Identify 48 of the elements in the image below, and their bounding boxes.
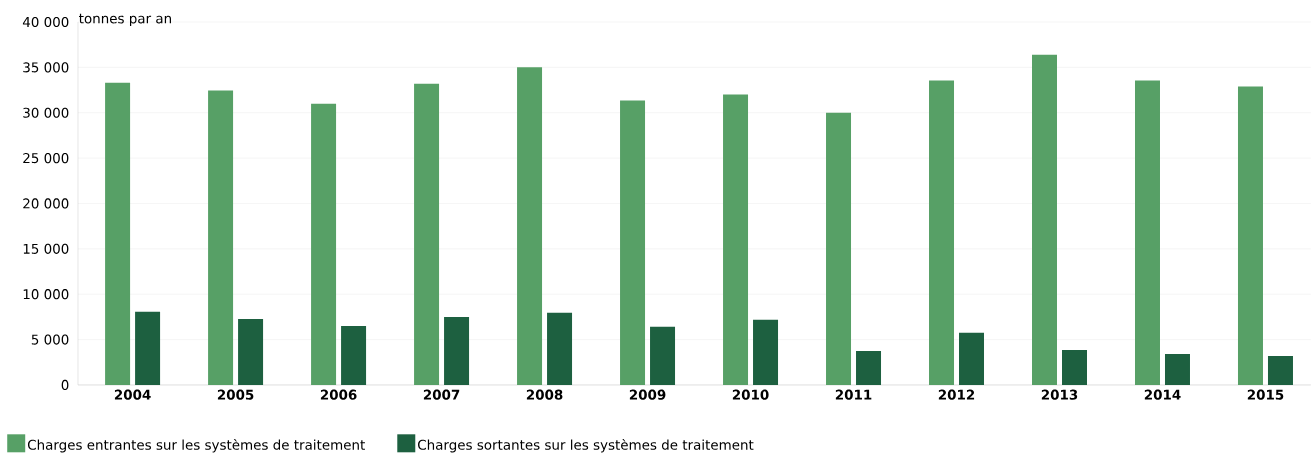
bar <box>959 333 985 386</box>
legend-label: Charges entrantes sur les systèmes de traitement <box>27 439 365 453</box>
y-tick-label: 0 <box>61 380 69 391</box>
x-tick-label: 2015 <box>1247 389 1284 400</box>
bar <box>1237 86 1263 386</box>
bar <box>650 327 676 386</box>
x-tick-label: 2005 <box>217 389 254 400</box>
bar <box>311 103 337 386</box>
bar <box>1062 350 1087 386</box>
y-tick-label: 15 000 <box>23 243 69 255</box>
x-tick-label: 2011 <box>835 389 872 400</box>
x-tick-label: 2014 <box>1144 389 1181 400</box>
x-tick-label: 2009 <box>629 389 666 400</box>
x-tick-label: 2008 <box>526 389 563 400</box>
bar <box>826 112 852 386</box>
y-tick-label: 40 000 <box>22 17 69 28</box>
bar <box>929 80 955 386</box>
bar <box>547 312 573 386</box>
bar <box>238 319 264 386</box>
y-tick-label: 20 000 <box>23 198 69 209</box>
y-tick-label: 30 000 <box>23 107 69 118</box>
bar <box>1032 54 1057 386</box>
bar <box>105 82 131 386</box>
bar <box>135 311 161 386</box>
bar <box>620 100 646 386</box>
x-tick-label: 2013 <box>1041 389 1078 400</box>
bar <box>723 94 749 386</box>
bar <box>1164 354 1190 386</box>
y-tick-label: 5 000 <box>31 334 69 345</box>
x-tick-label: 2010 <box>732 389 769 400</box>
bar <box>444 317 470 386</box>
bar <box>856 351 882 386</box>
y-tick-label: 25 000 <box>23 153 69 164</box>
bar <box>414 83 440 386</box>
bar <box>1135 80 1160 386</box>
y-axis-title: tonnes par an <box>79 14 171 27</box>
bar <box>341 326 367 386</box>
legend-label: Charges sortantes sur les systèmes de traitement <box>418 439 754 453</box>
bar <box>517 67 543 386</box>
y-tick-label: 35 000 <box>23 62 69 73</box>
y-tick-label: 10 000 <box>23 289 69 300</box>
x-tick-label: 2006 <box>320 389 357 400</box>
bar <box>753 320 779 386</box>
x-tick-label: 2007 <box>423 389 460 400</box>
x-tick-label: 2012 <box>938 389 975 400</box>
x-tick-label: 2004 <box>114 389 151 400</box>
bar <box>1267 356 1293 386</box>
bar <box>208 90 234 386</box>
